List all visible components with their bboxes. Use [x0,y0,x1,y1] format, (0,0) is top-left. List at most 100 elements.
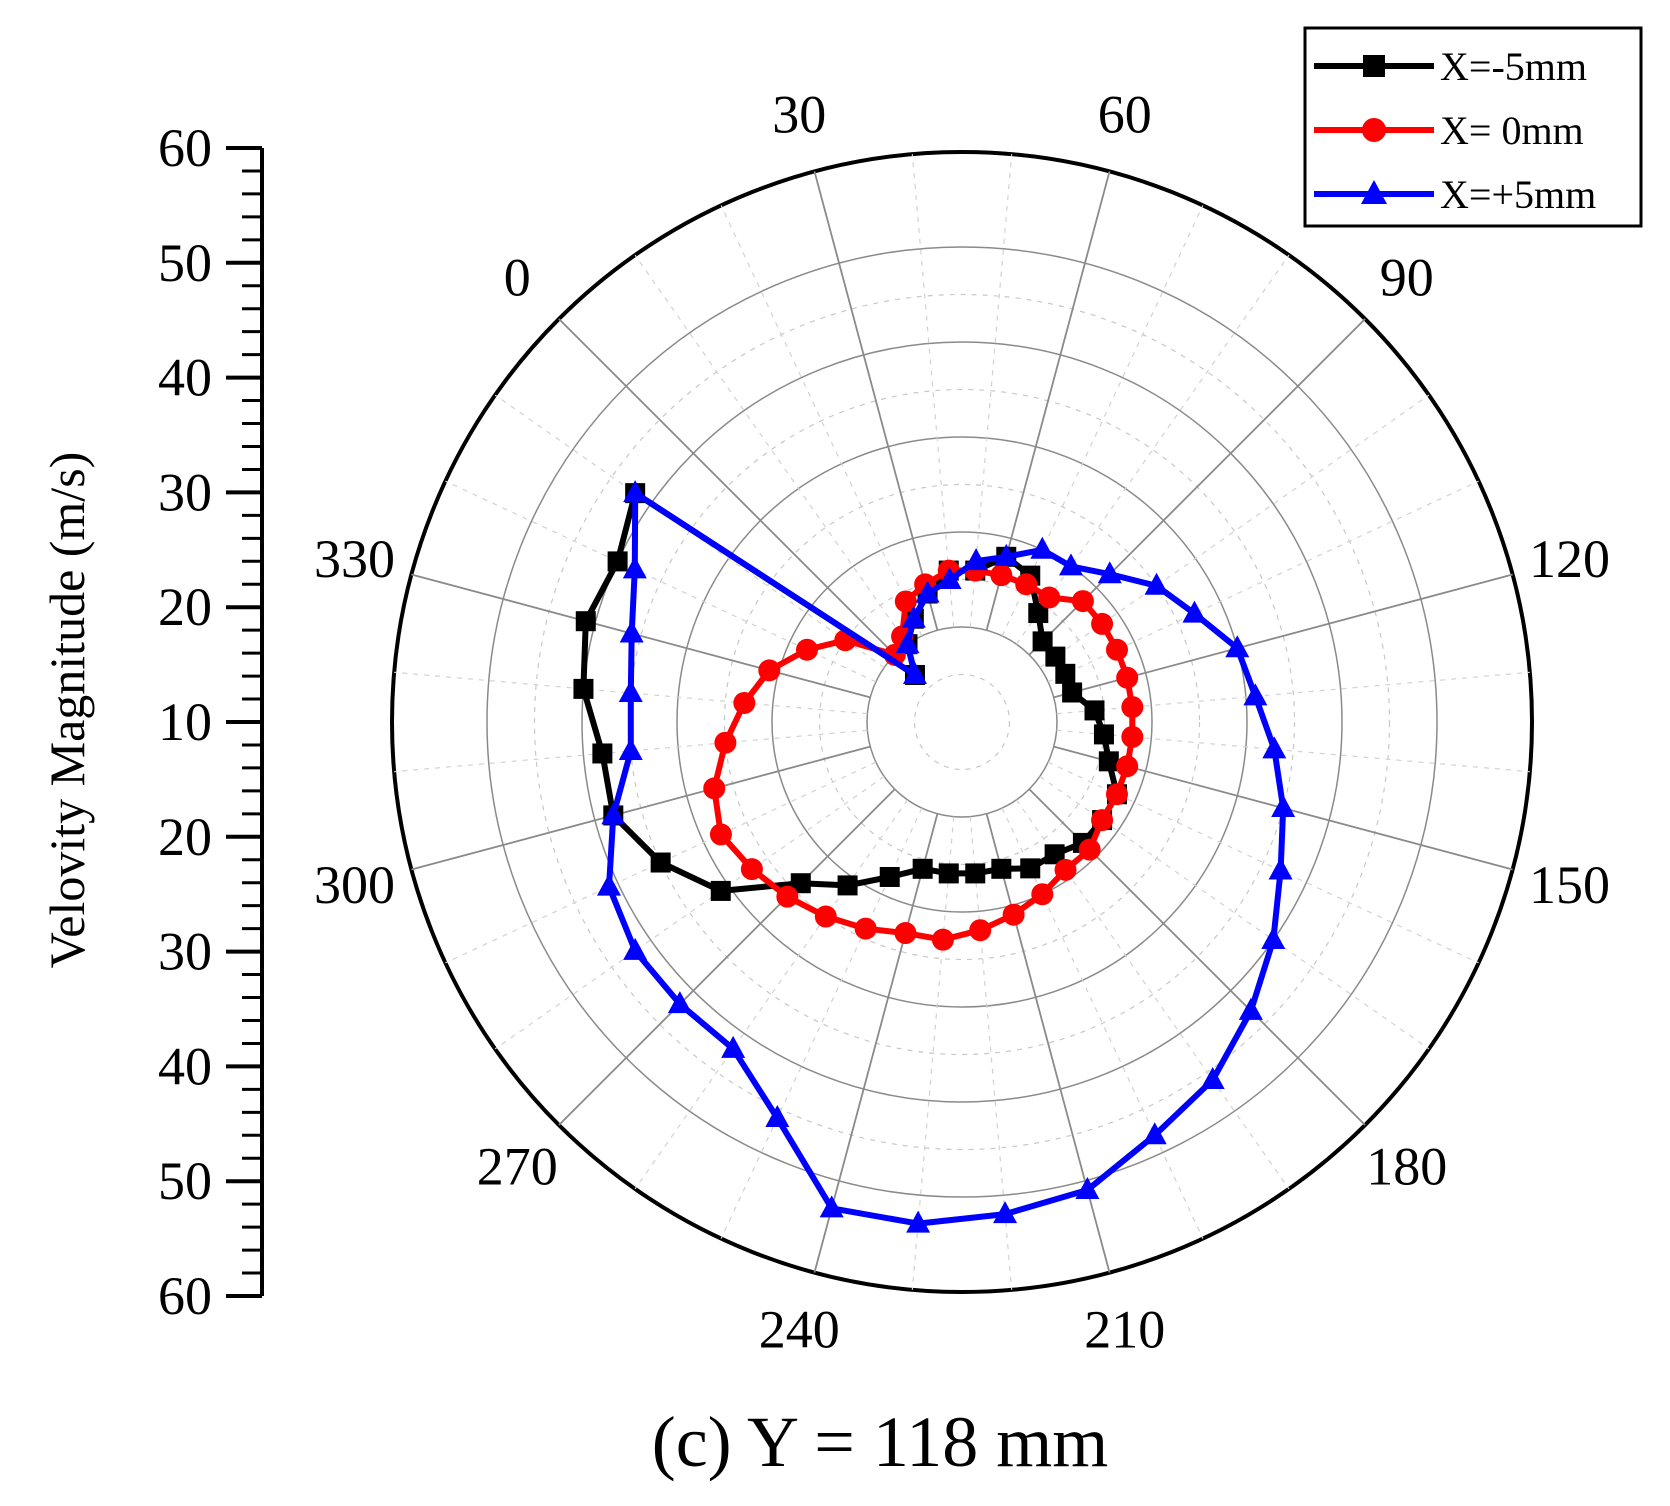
legend-label-0: X=-5mm [1440,44,1587,89]
minor-spoke-230 [911,816,955,1290]
point-1-240 [894,922,917,945]
y-tick-label: 50 [158,233,212,293]
point-2-100 [1144,572,1169,595]
radial-axis: 60 50 40 30 20 10 20 30 40 50 60 [158,118,264,1326]
point-2-260 [721,1035,746,1058]
grid-ring-minor-35 [628,388,1296,1056]
point-2-20 [901,605,926,628]
point-0-310 [592,743,613,764]
point-1-70 [1015,573,1038,596]
angle-label-30: 30 [772,85,826,145]
point-2-250 [765,1105,790,1128]
legend-label-1: X= 0mm [1440,108,1584,153]
point-1-180 [1078,838,1101,861]
point-0-190 [1044,844,1065,865]
legend-marker-0 [1363,55,1385,77]
minor-spoke-40 [911,154,955,628]
grid-ring-minor-15 [818,578,1106,866]
point-2-240 [819,1195,844,1218]
minor-spoke-320 [394,671,868,715]
grid-ring-40 [581,341,1343,1103]
point-1-120 [1116,666,1139,689]
point-2-290 [596,873,621,896]
point-1-220 [969,919,992,942]
legend-marker-1 [1362,118,1386,142]
legend: X=-5mm X= 0mm X=+5mm [1303,26,1643,228]
angle-label-270: 270 [477,1137,558,1197]
grid-ring-30 [676,436,1248,1008]
figure-caption: (c) Y = 118 mm [652,1402,1109,1482]
point-1-140 [1121,725,1144,748]
legend-marker-2 [1361,180,1387,204]
point-0-290 [650,852,671,873]
spoke-330 [411,573,871,699]
point-1-100 [1091,612,1114,635]
angle-label-0: 0 [504,247,531,307]
y-tick-label: 10 [158,692,212,752]
angle-label-240: 240 [759,1299,840,1359]
point-1-110 [1105,638,1128,661]
minor-spoke-310 [394,729,868,773]
point-1-170 [1091,809,1114,832]
minor-spoke-280 [494,775,885,1050]
point-1-200 [1031,883,1054,906]
point-2-180 [1238,997,1263,1020]
point-0-80 [1028,603,1049,624]
minor-spoke-70 [1001,205,1204,637]
y-tick-label: 30 [158,922,212,982]
minor-spoke-200 [1001,807,1204,1239]
point-1-310 [714,731,737,754]
point-2-220 [993,1201,1018,1224]
point-1-210 [1002,903,1025,926]
point-2-300 [601,802,626,825]
spoke-30 [813,171,939,631]
series-layer [573,480,1296,1233]
point-0-230 [938,863,959,884]
point-1-20 [894,590,917,613]
point-1-90 [1071,590,1094,613]
minor-spoke-350 [494,394,885,669]
spoke-240 [813,813,939,1273]
minor-spoke-260 [634,799,909,1190]
point-1-330 [758,659,781,682]
point-1-130 [1121,696,1144,719]
outer-ring [390,150,1534,1294]
grid-ring-20 [771,531,1153,913]
minor-spoke-10 [634,254,909,645]
point-2-210 [1075,1176,1100,1199]
point-2-310 [618,737,643,760]
minor-spoke-220 [969,816,1013,1290]
point-2-110 [1182,600,1207,623]
point-1-230 [931,928,954,951]
spoke-300 [411,745,871,871]
point-1-160 [1105,783,1128,806]
point-2-0 [902,661,927,684]
point-0-130 [1084,700,1105,721]
point-1-320 [733,691,756,714]
angle-label-330: 330 [314,529,395,589]
angle-label-120: 120 [1529,529,1610,589]
minor-spoke-20 [720,205,923,637]
point-1-260 [814,905,837,928]
angle-label-90: 90 [1380,247,1434,307]
y-tick-label: 30 [158,462,212,522]
y-tick-label: 60 [158,1266,212,1326]
point-2-190 [1200,1066,1225,1089]
point-0-150 [1098,751,1119,772]
point-0-210 [991,858,1012,879]
point-0-110 [1055,663,1076,684]
point-0-340 [607,551,628,572]
point-0-120 [1062,682,1083,703]
angle-label-210: 210 [1084,1299,1165,1359]
point-2-10 [895,631,920,654]
point-2-200 [1142,1122,1167,1145]
point-0-140 [1093,724,1114,745]
minor-spoke-50 [969,154,1013,628]
y-axis-label: Velovity Magnitude (m/s) [39,452,95,969]
point-2-160 [1268,857,1293,880]
point-1-270 [776,885,799,908]
point-2-340 [622,556,647,579]
series-2 [596,480,1296,1233]
point-2-80 [1058,553,1083,576]
